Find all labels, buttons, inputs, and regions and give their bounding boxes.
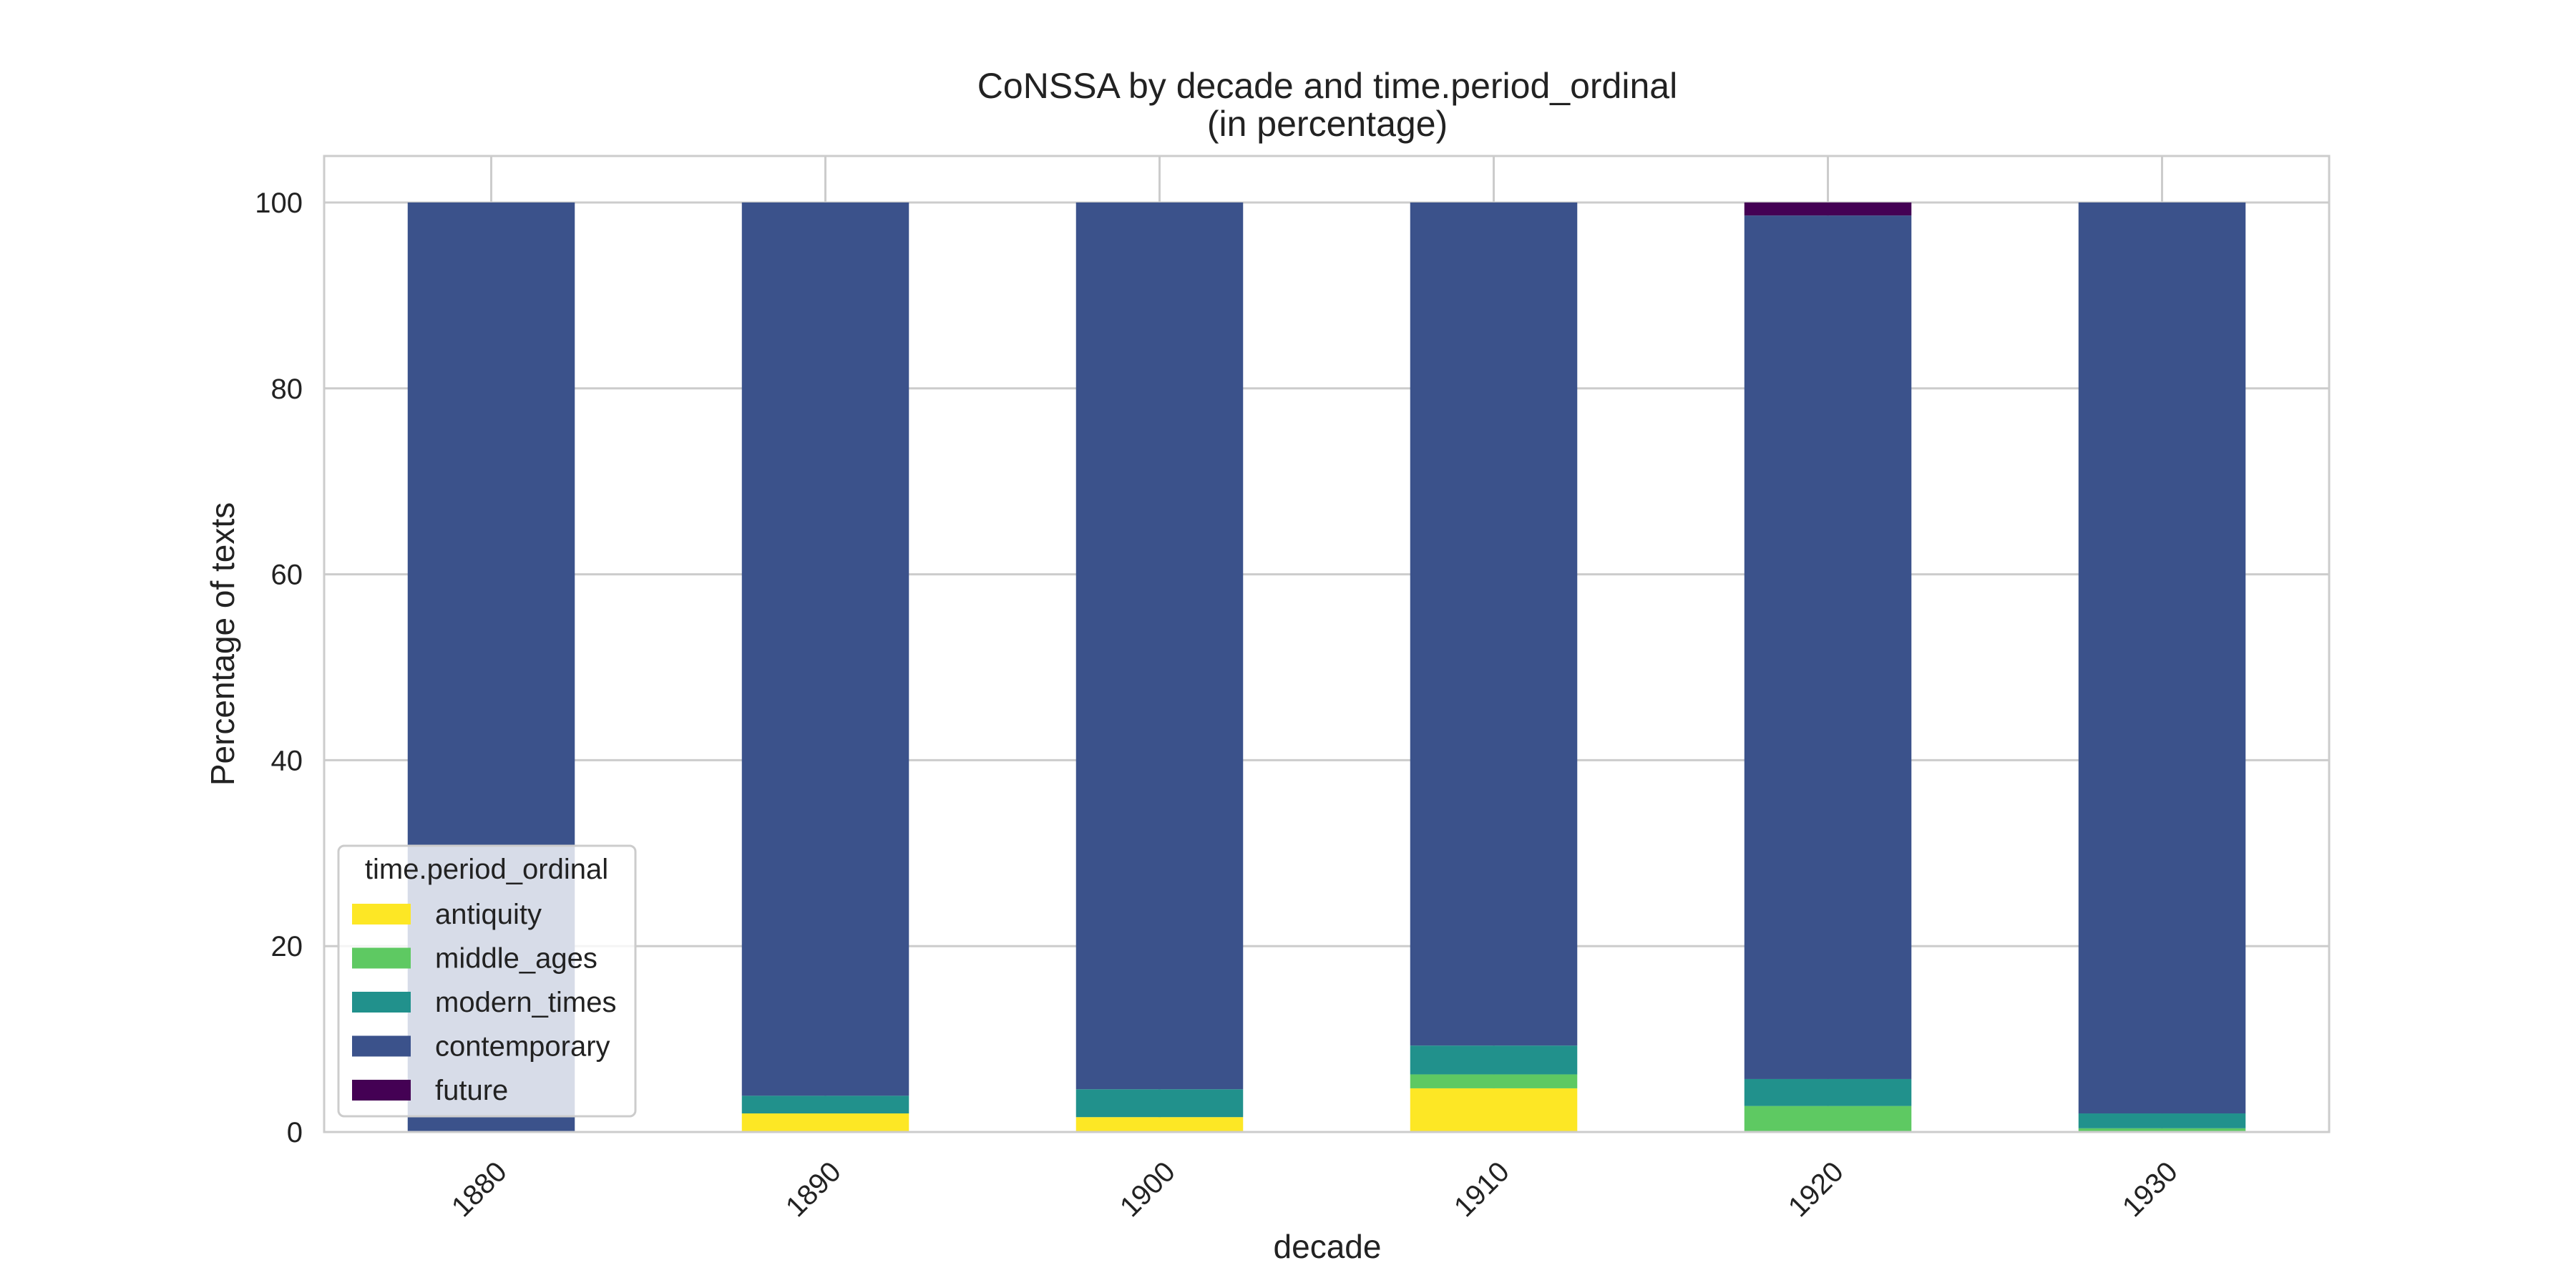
legend-label-middle_ages: middle_ages [435,943,597,975]
x-tick-label: 1880 [446,1156,513,1223]
bar-segment-modern_times [741,1096,909,1114]
legend-frame [337,844,637,1118]
bar-segment-future [1744,202,1912,216]
bar-segment-modern_times [2078,1113,2246,1128]
bar-segment-middle_ages [1410,1074,1578,1088]
bar-segment-contemporary [741,202,909,1096]
y-tick-label: 0 [287,1117,303,1148]
y-tick-label: 60 [271,560,303,591]
bar-segment-antiquity [1410,1088,1578,1132]
bar-segment-contemporary [1410,202,1578,1046]
bar-segment-antiquity [741,1113,909,1132]
bar-segment-modern_times [1075,1089,1244,1118]
legend-title: time.period_ordinal [365,854,608,885]
bar-segment-modern_times [1410,1045,1578,1075]
legend-label-future: future [435,1075,508,1106]
y-tick-label: 20 [271,931,303,962]
legend-items: antiquity middle_ages modern_times contempo… [352,899,616,1106]
legend-swatch-modern_times [352,992,411,1013]
plot-frame [323,155,2331,1133]
y-tick-label: 40 [271,745,303,776]
legend-swatch-antiquity [352,904,411,924]
legend-swatch-future [352,1080,411,1101]
x-tick-label: 1930 [2117,1156,2184,1223]
bar-segment-contemporary [2078,202,2246,1114]
x-tick-label: 1920 [1782,1156,1850,1223]
bar-segment-antiquity [1075,1117,1244,1132]
x-tick-label: 1900 [1114,1156,1181,1223]
chart-title-line-2: (in percentage) [1207,104,1448,144]
legend-label-antiquity: antiquity [435,899,542,930]
x-axis-label: decade [1274,1228,1382,1265]
legend-label-modern_times: modern_times [435,987,616,1018]
y-tick-label: 100 [255,187,303,219]
chart-title-line-1: CoNSSA by decade and time.period_ordinal [977,66,1677,106]
bars [407,202,2246,1132]
bar-segment-contemporary [1075,202,1244,1090]
legend-label-contemporary: contemporary [435,1031,610,1063]
bar-segment-middle_ages [2078,1128,2246,1132]
y-tick-label: 80 [271,374,303,405]
y-axis-label: Percentage of texts [204,502,241,786]
bar-segment-middle_ages [1744,1106,1912,1132]
legend-swatch-middle_ages [352,947,411,969]
legend: time.period_ordinal antiquity middle_ages… [337,844,637,1118]
legend-swatch-contemporary [352,1035,411,1057]
x-tick-label: 1910 [1448,1156,1516,1223]
bar-segment-modern_times [1744,1078,1912,1106]
bar-segment-contemporary [1744,215,1912,1079]
x-tick-label: 1890 [780,1156,847,1223]
